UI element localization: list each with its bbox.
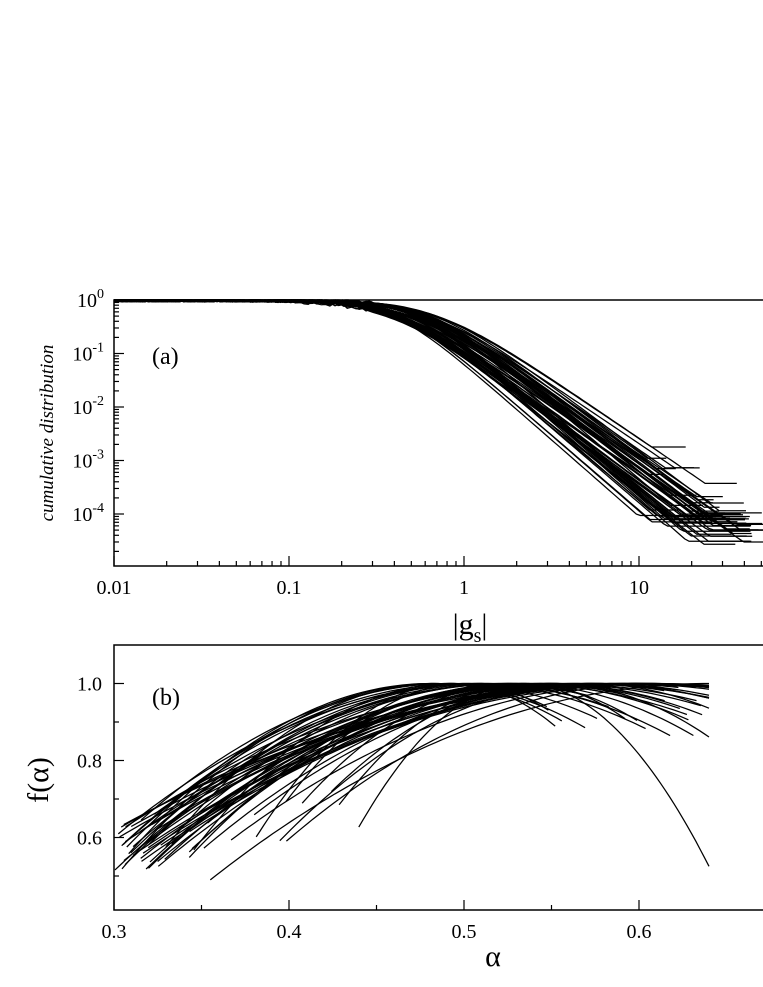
panel-a-frame: [113, 299, 763, 567]
x-tick-label: 0.1: [277, 577, 302, 599]
x-tick-label: 0.5: [452, 921, 477, 943]
panel-b-curve: [160, 682, 686, 846]
x-tick-label: 0.6: [627, 921, 652, 943]
panel-a-curve: [113, 299, 704, 520]
y-tick-label: 100: [77, 287, 104, 312]
panel-a: 0.01 0.1 1 10 100 10-1 10-2 10-3 10-4 (a) cumula…: [37, 287, 763, 647]
panel-a-curves: [113, 299, 763, 545]
panel-a-y-axis-title: cumulative distribution: [37, 345, 58, 522]
panel-b-x-axis-title: α: [485, 940, 501, 973]
panel-b-curves: [114, 682, 710, 881]
x-tick-label: 0.01: [97, 577, 132, 599]
panel-b-curve: [123, 682, 702, 862]
x-tick-label: 10: [629, 577, 649, 599]
y-tick-label: 10-3: [72, 448, 104, 473]
panel-b-curve: [124, 682, 633, 843]
y-tick-label: 10-1: [72, 341, 104, 366]
panel-a-curve: [113, 299, 676, 470]
panel-b-curve: [117, 682, 588, 835]
panel-b-curve: [209, 682, 709, 881]
y-tick-label: 0.6: [77, 828, 102, 850]
y-tick-label: 1.0: [77, 674, 102, 696]
panel-a-x-axis-title: |gs|: [453, 608, 488, 647]
y-tick-label: 0.8: [77, 751, 102, 773]
y-tick-label: 10-4: [72, 501, 104, 526]
x-tick-label: 0.3: [102, 921, 127, 943]
x-tick-label: 0.4: [277, 921, 302, 943]
panel-a-ticks: 0.01 0.1 1 10 100 10-1 10-2 10-3 10-4: [72, 287, 762, 599]
panel-a-letter: (a): [152, 344, 179, 370]
panel-b: 0.3 0.4 0.5 0.6 0.6 0.8 1.0 (b) f(α) α: [22, 644, 763, 973]
panel-b-ticks: 0.3 0.4 0.5 0.6 0.6 0.8 1.0: [77, 674, 652, 944]
panel-b-letter: (b): [152, 685, 180, 711]
panel-a-curve: [114, 299, 701, 524]
y-tick-label: 10-2: [72, 394, 104, 419]
panel-a-curve: [113, 299, 697, 521]
panel-b-frame: [113, 644, 763, 911]
panel-a-curve: [113, 299, 686, 448]
x-tick-label: 1: [459, 577, 469, 599]
panel-a-curve: [113, 299, 736, 545]
panel-b-y-axis-title: f(α): [22, 757, 55, 803]
